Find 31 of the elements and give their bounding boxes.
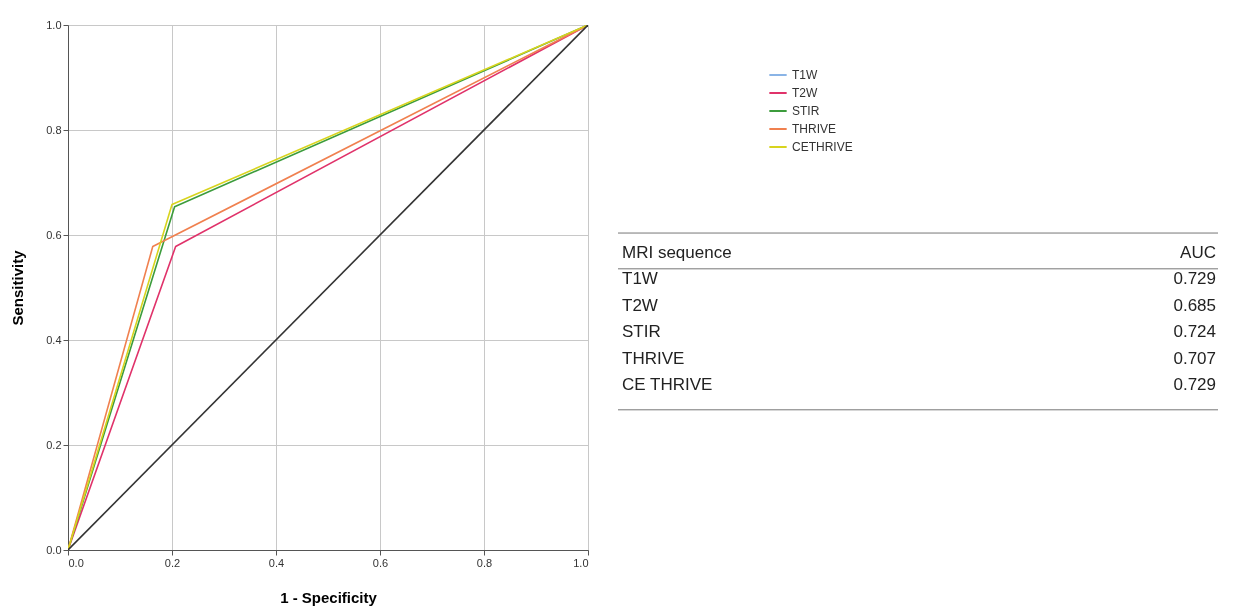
data-label: 0.729 (1173, 269, 1216, 289)
x-tick-label: 0.4 (268, 556, 285, 569)
y-tick-label: 0.4 (46, 333, 62, 346)
category-label: THRIVE (622, 348, 685, 368)
y-tick-label: 0.2 (46, 438, 62, 451)
data-label: 0.724 (1173, 322, 1216, 342)
data-label: 0.685 (1173, 295, 1216, 315)
data-label: 0.729 (1173, 375, 1216, 395)
y-tick-label: 1.0 (46, 18, 62, 31)
legend-label: THRIVE (792, 122, 837, 136)
x-tick-label: 0.8 (476, 556, 493, 569)
category-label: CE THRIVE (622, 375, 713, 395)
x-tick-label: 0.2 (164, 556, 181, 569)
y-tick-label: 0.0 (46, 543, 62, 556)
text: AUC (1180, 242, 1216, 262)
category-label: T2W (622, 295, 658, 315)
data-label: 0.707 (1173, 348, 1216, 368)
y-tick-label: 0.6 (46, 228, 62, 241)
y-axis-title: Sensitivity (9, 249, 27, 326)
x-tick-label: 0.0 (68, 556, 84, 569)
x-tick-label: 0.6 (372, 556, 389, 569)
category-label: STIR (622, 322, 661, 342)
legend-label: STIR (792, 104, 820, 118)
legend-label: CETHRIVE (792, 140, 853, 154)
legend-label: T1W (792, 68, 818, 82)
legend-label: T2W (792, 86, 818, 100)
x-axis-title: 1 - Specificity (280, 588, 378, 606)
category-label: T1W (622, 269, 658, 289)
text: MRI sequence (622, 242, 732, 262)
y-tick-label: 0.8 (46, 123, 62, 136)
x-tick-label: 1.0 (573, 556, 589, 569)
